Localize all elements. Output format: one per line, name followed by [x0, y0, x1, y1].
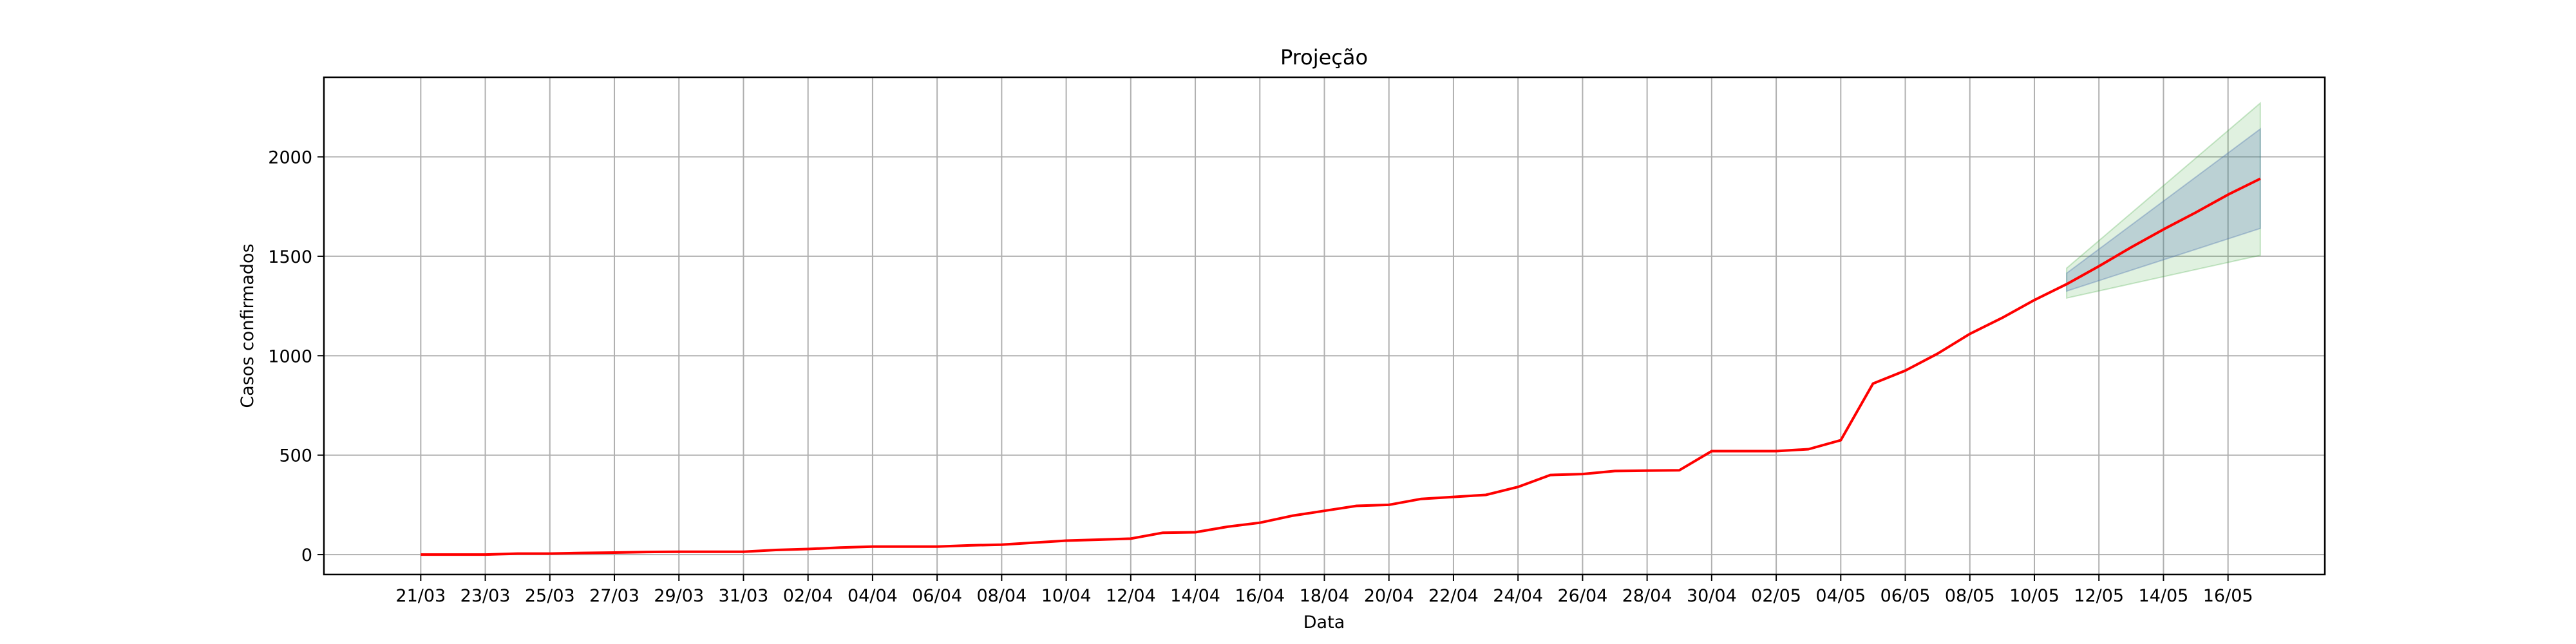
x-tick-label: 08/05 — [1945, 586, 1995, 606]
y-axis-ticks: 0 500 1000 1500 2000 — [268, 148, 324, 565]
grid-lines — [324, 77, 2325, 574]
x-tick-label: 14/04 — [1170, 586, 1220, 606]
x-tick-label: 22/04 — [1428, 586, 1479, 606]
x-tick-label: 21/03 — [395, 586, 446, 606]
x-tick-label: 06/05 — [1880, 586, 1931, 606]
x-tick-label: 12/05 — [2074, 586, 2124, 606]
x-tick-label: 28/04 — [1622, 586, 1672, 606]
x-tick-label: 12/04 — [1106, 586, 1156, 606]
x-tick-label: 24/04 — [1493, 586, 1543, 606]
x-tick-label: 06/04 — [912, 586, 962, 606]
x-tick-label: 25/03 — [525, 586, 575, 606]
x-tick-label: 10/04 — [1041, 586, 1092, 606]
x-axis-label: Data — [1303, 612, 1345, 632]
x-axis-ticks: 21/03 23/03 25/03 27/03 29/03 31/03 02/04 04/04… — [395, 574, 2253, 606]
x-tick-label: 02/05 — [1751, 586, 1801, 606]
y-tick-label: 2000 — [268, 148, 312, 168]
confirmed-cases-line — [421, 177, 2261, 556]
x-tick-label: 08/04 — [976, 586, 1027, 606]
projection-bands — [2066, 101, 2261, 299]
y-tick-label: 0 — [301, 545, 312, 565]
y-axis-label: Casos confirmados — [238, 243, 258, 408]
x-tick-label: 18/04 — [1300, 586, 1350, 606]
x-tick-label: 30/04 — [1687, 586, 1737, 606]
x-tick-label: 04/04 — [848, 586, 898, 606]
x-tick-label: 26/04 — [1557, 586, 1607, 606]
y-tick-label: 500 — [279, 446, 312, 466]
chart-title: Projeção — [1280, 45, 1368, 70]
y-tick-label: 1500 — [268, 247, 312, 267]
x-tick-label: 14/05 — [2139, 586, 2189, 606]
confidence-band — [2066, 101, 2261, 299]
data-series — [421, 177, 2261, 556]
x-tick-label: 02/04 — [783, 586, 833, 606]
x-tick-label: 31/03 — [719, 586, 769, 606]
x-tick-label: 16/05 — [2203, 586, 2253, 606]
x-tick-label: 29/03 — [654, 586, 704, 606]
x-tick-label: 10/05 — [2009, 586, 2060, 606]
x-tick-label: 04/05 — [1815, 586, 1866, 606]
y-tick-label: 1000 — [268, 346, 312, 366]
x-tick-label: 27/03 — [589, 586, 639, 606]
x-tick-label: 23/03 — [460, 586, 511, 606]
x-tick-label: 20/04 — [1364, 586, 1414, 606]
x-tick-label: 16/04 — [1235, 586, 1285, 606]
